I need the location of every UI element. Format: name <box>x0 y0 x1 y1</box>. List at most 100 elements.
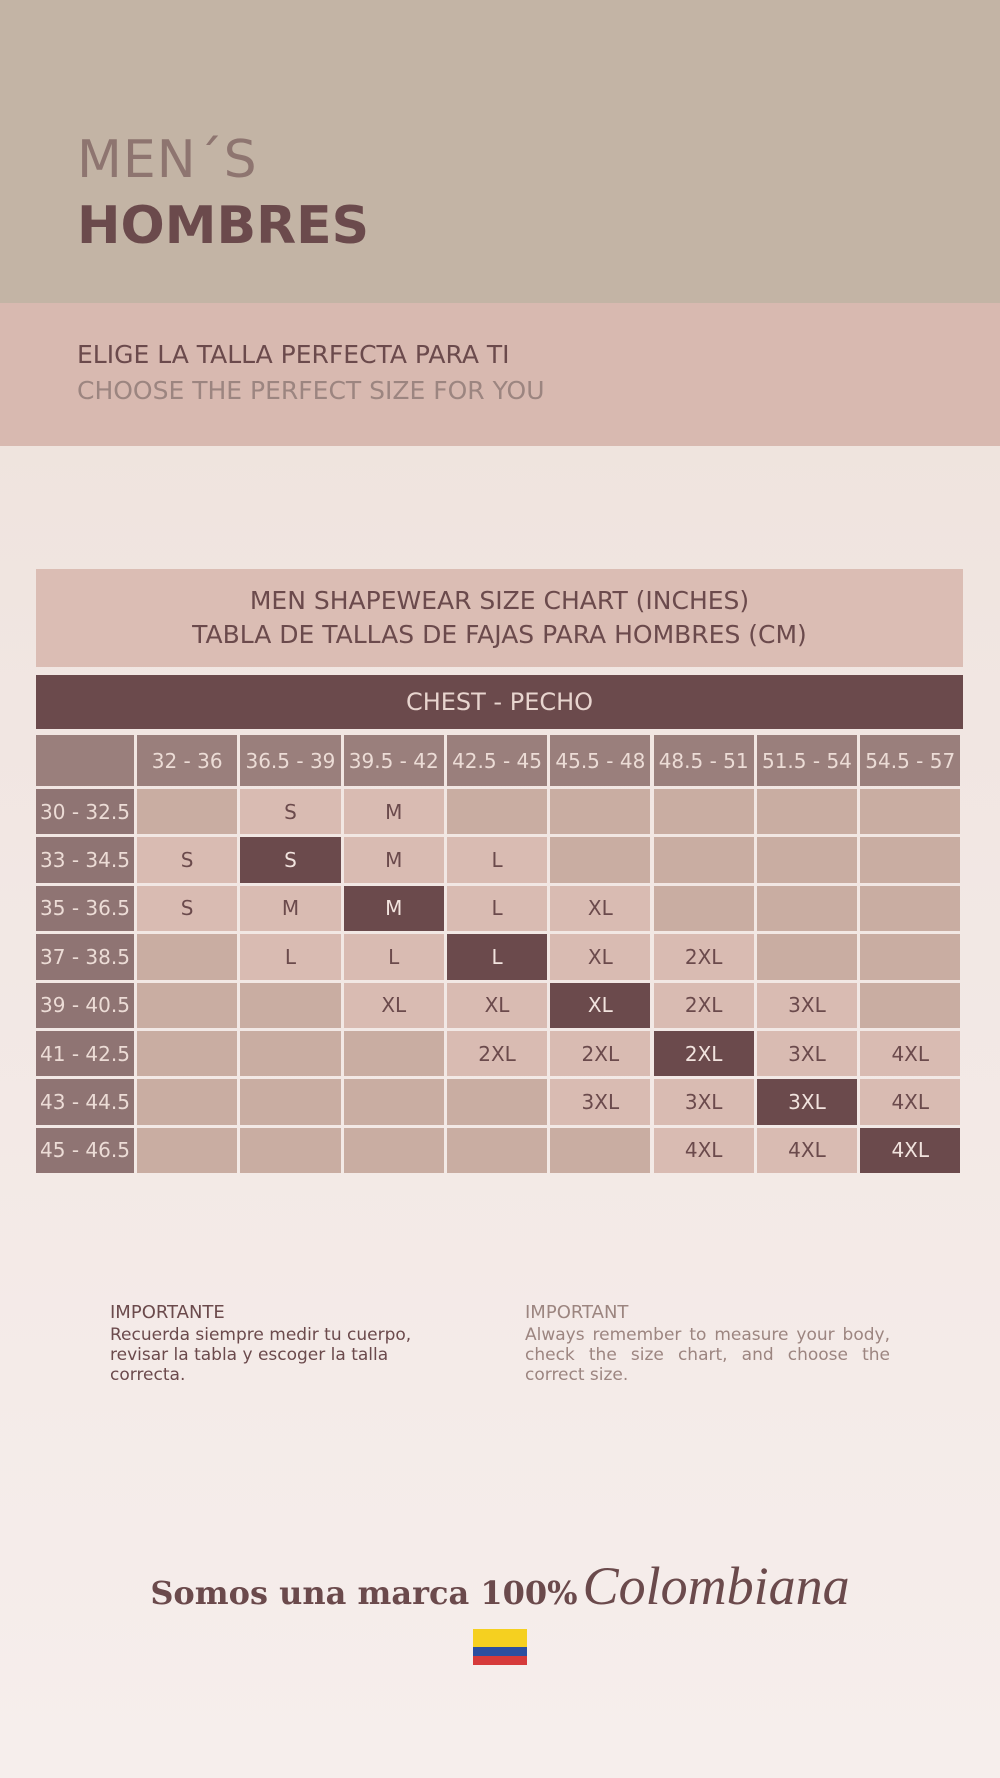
size-cell <box>550 789 651 835</box>
subtitle-band <box>0 303 1000 446</box>
size-cell-highlight: S <box>240 837 341 883</box>
size-cell: L <box>240 934 341 980</box>
note-text: Recuerda siempre medir tu cuerpo, revisa… <box>110 1325 412 1385</box>
size-cell <box>240 982 341 1028</box>
size-cell <box>756 885 858 932</box>
size-cell: M <box>343 837 444 883</box>
size-cell: XL <box>446 982 548 1028</box>
table-title-line2: TABLA DE TALLAS DE FAJAS PARA HOMBRES (C… <box>192 620 807 649</box>
size-cell: 4XL <box>860 1079 961 1125</box>
footer-text: Somos una marca 100% <box>150 1574 578 1612</box>
size-cell <box>446 1127 548 1174</box>
size-cell-highlight: M <box>343 885 444 932</box>
size-cell <box>860 885 961 932</box>
size-cell: 2XL <box>446 1031 548 1077</box>
size-cell <box>343 1031 444 1077</box>
row-label: 45 - 46.5 <box>36 1127 134 1174</box>
size-cell-highlight: 4XL <box>860 1127 961 1174</box>
size-cell <box>550 837 651 883</box>
flag <box>473 1629 527 1665</box>
note: IMPORTANT Always remember to measure you… <box>525 1302 890 1385</box>
table-title-line1: MEN SHAPEWEAR SIZE CHART (INCHES) <box>249 586 750 615</box>
column-header: 45.5 - 48 <box>550 735 651 786</box>
size-cell: 3XL <box>550 1079 651 1125</box>
table-title: MEN SHAPEWEAR SIZE CHART (INCHES) TABLA … <box>36 569 963 667</box>
size-cell <box>137 1079 238 1125</box>
size-cell <box>137 982 238 1028</box>
size-cell <box>240 1079 341 1125</box>
size-cell <box>860 789 961 835</box>
size-cell <box>860 934 961 980</box>
column-header: 54.5 - 57 <box>860 735 961 786</box>
row-label: 43 - 44.5 <box>36 1079 134 1125</box>
size-cell <box>240 1127 341 1174</box>
column-header: 32 - 36 <box>137 735 238 786</box>
footer: Somos una marca 100% Colombiana <box>0 1555 1000 1617</box>
size-cell <box>240 1031 341 1077</box>
column-header: 48.5 - 51 <box>653 735 754 786</box>
size-cell <box>343 1079 444 1125</box>
size-cell <box>860 837 961 883</box>
size-cell: S <box>137 885 238 932</box>
size-cell <box>550 1127 651 1174</box>
note-title: IMPORTANT <box>525 1302 629 1323</box>
size-cell <box>860 982 961 1028</box>
size-cell <box>137 1031 238 1077</box>
column-header: 51.5 - 54 <box>756 735 858 786</box>
row-label: 35 - 36.5 <box>36 885 134 932</box>
note: IMPORTANTE Recuerda siempre medir tu cue… <box>110 1302 430 1385</box>
size-cell: 4XL <box>653 1127 754 1174</box>
size-cell: 2XL <box>653 934 754 980</box>
size-cell-highlight: L <box>446 934 548 980</box>
size-cell: 3XL <box>653 1079 754 1125</box>
size-cell <box>446 1079 548 1125</box>
footer-script: Colombiana <box>582 1556 850 1616</box>
title-line1: MEN´S <box>77 130 258 190</box>
row-label: 39 - 40.5 <box>36 982 134 1028</box>
size-cell: 2XL <box>550 1031 651 1077</box>
subtitle-line1: ELIGE LA TALLA PERFECTA PARA TI <box>77 340 510 369</box>
size-cell: XL <box>550 934 651 980</box>
row-label: 41 - 42.5 <box>36 1031 134 1077</box>
title-line2: HOMBRES <box>77 196 370 256</box>
size-cell-highlight: 3XL <box>756 1079 858 1125</box>
size-cell <box>343 1127 444 1174</box>
size-cell <box>756 789 858 835</box>
size-cell-highlight: 2XL <box>653 1031 754 1077</box>
size-cell: XL <box>343 982 444 1028</box>
size-cell: 2XL <box>653 982 754 1028</box>
column-group: CHEST - PECHO <box>36 675 963 729</box>
size-cell <box>446 789 548 835</box>
size-cell: S <box>240 789 341 835</box>
corner-cell <box>36 735 134 786</box>
size-cell: XL <box>550 885 651 932</box>
size-cell: M <box>240 885 341 932</box>
size-cell <box>137 1127 238 1174</box>
note-title: IMPORTANTE <box>110 1302 225 1323</box>
size-cell-highlight: XL <box>550 982 651 1028</box>
size-cell: 4XL <box>860 1031 961 1077</box>
row-label: 33 - 34.5 <box>36 837 134 883</box>
size-cell <box>137 934 238 980</box>
size-cell <box>756 837 858 883</box>
size-cell: M <box>343 789 444 835</box>
size-cell: 4XL <box>756 1127 858 1174</box>
size-cell: L <box>446 885 548 932</box>
column-header: 39.5 - 42 <box>343 735 444 786</box>
subtitle-line2: CHOOSE THE PERFECT SIZE FOR YOU <box>77 376 545 405</box>
size-cell: 3XL <box>756 982 858 1028</box>
size-cell: L <box>343 934 444 980</box>
size-cell <box>137 789 238 835</box>
column-header: 42.5 - 45 <box>446 735 548 786</box>
header-band <box>0 0 1000 303</box>
size-cell: 3XL <box>756 1031 858 1077</box>
size-cell <box>653 885 754 932</box>
size-cell: S <box>137 837 238 883</box>
size-cell <box>653 789 754 835</box>
size-cell: L <box>446 837 548 883</box>
note-text: Always remember to measure your body, ch… <box>525 1325 890 1385</box>
row-label: 37 - 38.5 <box>36 934 134 980</box>
size-cell <box>756 934 858 980</box>
size-cell <box>653 837 754 883</box>
